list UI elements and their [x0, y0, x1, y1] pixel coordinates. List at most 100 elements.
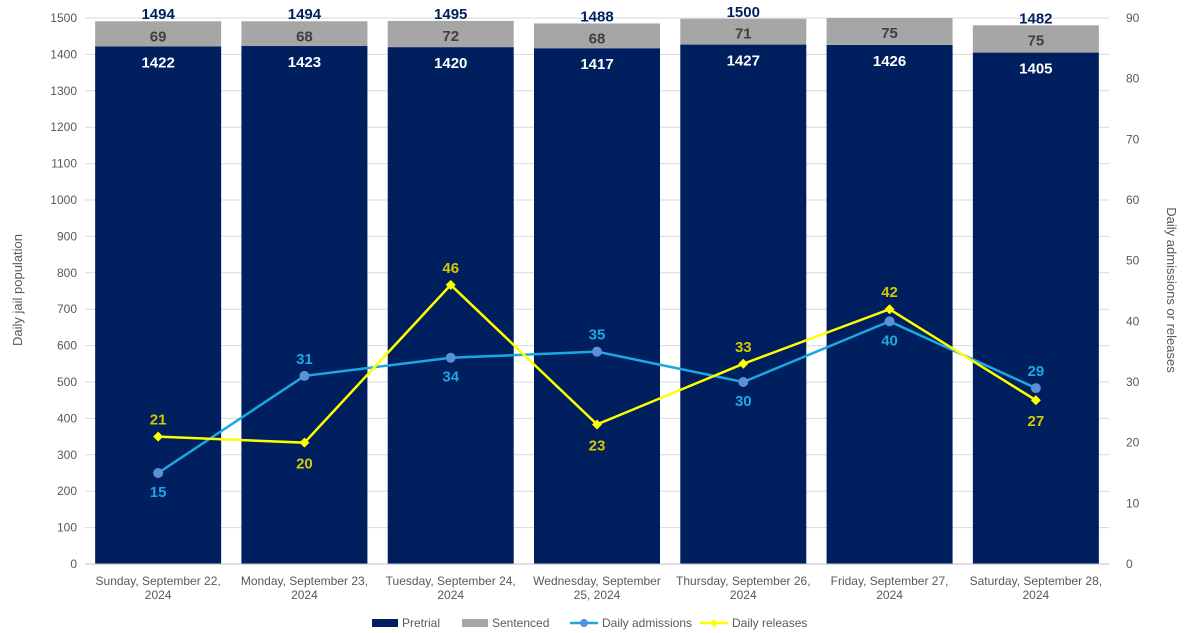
- category-label: Wednesday, September 25, 2024: [533, 574, 661, 602]
- bar-pretrial: [387, 47, 514, 565]
- admissions-point: [445, 352, 456, 363]
- left-tick-label: 200: [57, 484, 77, 498]
- legend-swatch-marker: [580, 619, 588, 627]
- bar-sentenced: [241, 21, 368, 47]
- legend-item-daily-releases: Daily releases: [700, 616, 807, 630]
- sentenced-value-label: 75: [881, 25, 898, 42]
- left-tick-label: 100: [57, 521, 77, 535]
- releases-point: [1030, 395, 1041, 406]
- releases-value-label: 20: [296, 456, 313, 473]
- line-series: [153, 279, 1041, 478]
- pretrial-value-label: 1405: [1019, 61, 1052, 78]
- admissions-point: [738, 377, 749, 387]
- legend: Pretrial Sentenced Daily admissions Daily r…: [372, 616, 807, 630]
- right-tick-label: 90: [1126, 11, 1140, 25]
- admissions-point: [153, 468, 164, 478]
- left-tick-label: 400: [57, 411, 77, 425]
- bar-sentenced: [972, 25, 1099, 53]
- bar-pretrial: [241, 46, 368, 564]
- admissions-value-label: 40: [881, 332, 898, 349]
- left-tick-label: 1300: [50, 84, 77, 98]
- sentenced-value-label: 72: [442, 28, 459, 45]
- releases-point: [738, 358, 749, 369]
- releases-point: [445, 279, 456, 290]
- left-tick-label: 1000: [50, 193, 77, 207]
- admissions-value-label: 29: [1028, 363, 1045, 380]
- admissions-point: [884, 316, 895, 327]
- left-tick-label: 1100: [51, 157, 77, 171]
- bar-pretrial: [972, 52, 1099, 565]
- total-value-label: 1494: [141, 6, 175, 23]
- left-axis-title: Daily jail population: [10, 234, 25, 346]
- admissions-value-label: 34: [442, 369, 459, 386]
- pretrial-value-label: 1417: [580, 56, 613, 73]
- category-label: Tuesday, September 24, 2024: [386, 574, 516, 602]
- right-axis-title: Daily admissions or releases: [1164, 207, 1179, 373]
- left-tick-label: 500: [57, 375, 77, 389]
- releases-point: [299, 437, 310, 448]
- pretrial-value-label: 1427: [727, 53, 760, 70]
- bars: [95, 18, 1099, 565]
- legend-label: Daily releases: [732, 616, 807, 630]
- legend-label: Pretrial: [402, 616, 440, 630]
- pretrial-value-label: 1426: [873, 53, 906, 70]
- data-labels: 1422 69 1494 1423 68 1494 1420 72 1495 1417 68 1488…: [141, 4, 1052, 501]
- releases-value-label: 46: [442, 260, 459, 277]
- sentenced-value-label: 71: [735, 26, 752, 43]
- legend-label: Sentenced: [492, 616, 549, 630]
- legend-label: Daily admissions: [602, 616, 692, 630]
- sentenced-value-label: 75: [1028, 32, 1045, 49]
- pretrial-value-label: 1423: [288, 54, 321, 71]
- category-label: Sunday, September 22, 2024: [96, 574, 221, 602]
- left-tick-label: 800: [57, 266, 77, 280]
- bar-sentenced: [534, 23, 660, 49]
- left-tick-label: 1200: [50, 120, 77, 134]
- sentenced-value-label: 68: [296, 28, 313, 45]
- releases-value-label: 27: [1028, 413, 1045, 430]
- legend-swatch-marker: [710, 619, 718, 627]
- left-tick-label: 600: [57, 339, 77, 353]
- total-value-label: 1500: [727, 4, 760, 21]
- right-tick-label: 10: [1126, 496, 1140, 510]
- bar-sentenced: [680, 18, 807, 45]
- right-tick-label: 80: [1126, 72, 1140, 86]
- category-label: Monday, September 23, 2024: [241, 574, 368, 602]
- left-tick-label: 1400: [50, 47, 77, 61]
- releases-value-label: 33: [735, 339, 752, 356]
- left-tick-label: 0: [70, 557, 77, 571]
- right-axis: 0 10 20 30 40 50 60 70 80 90: [1126, 11, 1140, 571]
- bar-pretrial: [534, 48, 660, 565]
- left-tick-label: 900: [57, 229, 77, 243]
- right-tick-label: 20: [1126, 436, 1140, 450]
- total-value-label: 1488: [580, 8, 613, 25]
- right-tick-label: 60: [1126, 193, 1140, 207]
- left-tick-label: 1500: [50, 11, 77, 25]
- bar-sentenced: [826, 18, 953, 45]
- total-value-label: 1482: [1019, 11, 1052, 28]
- left-axis: 0 100 200 300 400 500 600 700 800 900 1000 1100 1200…: [50, 11, 77, 571]
- releases-point: [884, 304, 895, 315]
- right-tick-label: 50: [1126, 254, 1140, 268]
- legend-swatch: [372, 619, 398, 627]
- admissions-value-label: 15: [150, 484, 167, 501]
- admissions-value-label: 31: [296, 351, 313, 368]
- right-tick-label: 70: [1126, 132, 1140, 146]
- x-axis: Sunday, September 22, 2024 Monday, Septemb…: [85, 563, 1109, 602]
- right-tick-label: 30: [1126, 375, 1140, 389]
- legend-item-pretrial: Pretrial: [372, 616, 440, 630]
- category-label: Saturday, September 28, 2024: [970, 574, 1103, 602]
- total-value-label: 1494: [288, 6, 322, 23]
- bar-sentenced: [95, 21, 222, 47]
- right-tick-label: 0: [1126, 557, 1133, 571]
- admissions-point: [592, 346, 602, 357]
- legend-item-daily-admissions: Daily admissions: [570, 616, 692, 630]
- releases-value-label: 23: [589, 437, 606, 454]
- releases-point: [153, 431, 164, 442]
- sentenced-value-label: 68: [589, 30, 606, 47]
- sentenced-value-label: 69: [150, 28, 167, 45]
- category-label: Thursday, September 26, 2024: [676, 574, 811, 602]
- category-label: Friday, September 27, 2024: [831, 574, 949, 602]
- admissions-point: [1030, 383, 1041, 394]
- left-tick-label: 700: [57, 302, 77, 316]
